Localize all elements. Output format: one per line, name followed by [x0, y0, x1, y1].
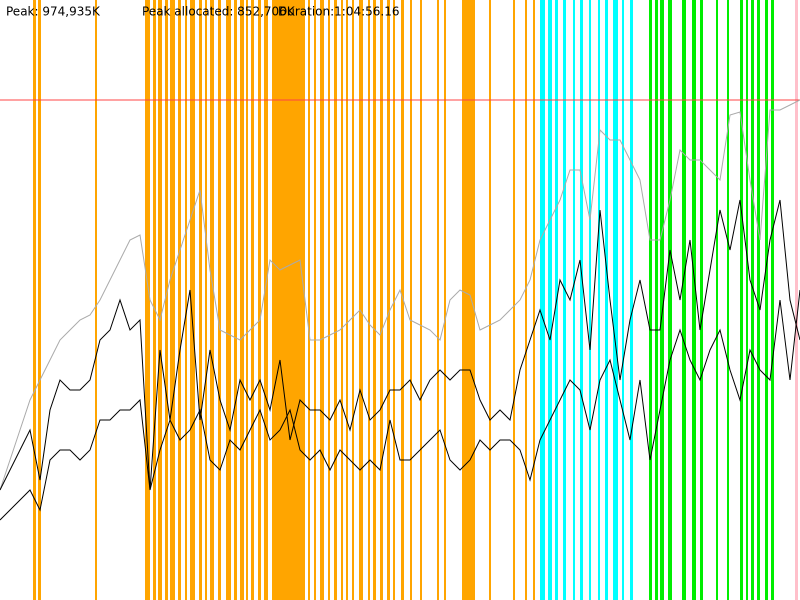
highlight-band [368, 0, 370, 600]
highlight-band [314, 0, 316, 600]
highlight-band [33, 0, 36, 600]
highlight-band [573, 0, 575, 600]
highlight-band [234, 0, 237, 600]
highlight-band [264, 0, 268, 600]
highlight-band [444, 0, 446, 600]
highlight-band [153, 0, 156, 600]
highlight-band [605, 0, 608, 600]
highlight-band [334, 0, 337, 600]
header-text: Peak: 974,935K [6, 5, 101, 19]
highlight-band [346, 0, 348, 600]
highlight-band [420, 0, 422, 600]
highlight-band [525, 0, 527, 600]
highlight-band [540, 0, 545, 600]
highlight-band [380, 0, 383, 600]
highlight-band [598, 0, 600, 600]
highlight-band [205, 0, 207, 600]
highlight-band [210, 0, 214, 600]
highlight-band [258, 0, 261, 600]
highlight-band [437, 0, 439, 600]
highlight-band [320, 0, 324, 600]
highlight-band [622, 0, 624, 600]
highlight-band [226, 0, 231, 600]
highlight-band [589, 0, 591, 600]
highlight-band [692, 0, 696, 600]
highlight-band [240, 0, 244, 600]
series-line [0, 289, 800, 521]
highlight-band [757, 0, 760, 600]
highlight-band [185, 0, 187, 600]
highlight-band [765, 0, 768, 600]
highlight-band [716, 0, 718, 600]
highlight-band [563, 0, 566, 600]
highlight-band [341, 0, 343, 600]
highlight-band [38, 0, 41, 600]
series-line [0, 99, 800, 491]
highlight-band [655, 0, 658, 600]
highlight-band [178, 0, 181, 600]
header-text: Peak allocated: 852,706K [142, 5, 296, 19]
highlight-band [308, 0, 310, 600]
highlight-band [630, 0, 633, 600]
highlight-band [170, 0, 175, 600]
highlight-band [700, 0, 703, 600]
highlight-band [218, 0, 221, 600]
highlight-band [580, 0, 583, 600]
highlight-band [649, 0, 652, 600]
highlight-band [462, 0, 475, 600]
highlight-band [190, 0, 195, 600]
lines [0, 99, 800, 521]
highlight-band [533, 0, 535, 600]
highlight-band [387, 0, 390, 600]
highlight-band [352, 0, 354, 600]
highlight-band [771, 0, 774, 600]
highlight-band [668, 0, 672, 600]
highlight-band [746, 0, 748, 600]
highlight-band [682, 0, 686, 600]
highlight-band [393, 0, 395, 600]
header-text: Duration:1:04:56.16 [278, 5, 400, 19]
highlight-band [359, 0, 363, 600]
highlight-band [328, 0, 330, 600]
highlight-band [513, 0, 515, 600]
highlight-band [660, 0, 664, 600]
highlight-band [158, 0, 162, 600]
series-line [0, 199, 800, 491]
highlight-band [246, 0, 248, 600]
highlight-band [95, 0, 97, 600]
highlight-band [373, 0, 376, 600]
highlight-band [740, 0, 743, 600]
highlight-band [272, 0, 305, 600]
header: Peak: 974,935K Peak allocated: 852,706KDu… [6, 5, 400, 19]
highlight-band [795, 0, 798, 600]
highlight-band [751, 0, 754, 600]
highlight-band [410, 0, 412, 600]
highlight-band [199, 0, 202, 600]
highlight-band [165, 0, 168, 600]
highlight-band [727, 0, 729, 600]
highlight-band [145, 0, 150, 600]
highlight-band [251, 0, 254, 600]
bands [33, 0, 798, 600]
highlight-band [401, 0, 404, 600]
highlight-band [613, 0, 618, 600]
highlight-band [548, 0, 552, 600]
highlight-band [489, 0, 491, 600]
